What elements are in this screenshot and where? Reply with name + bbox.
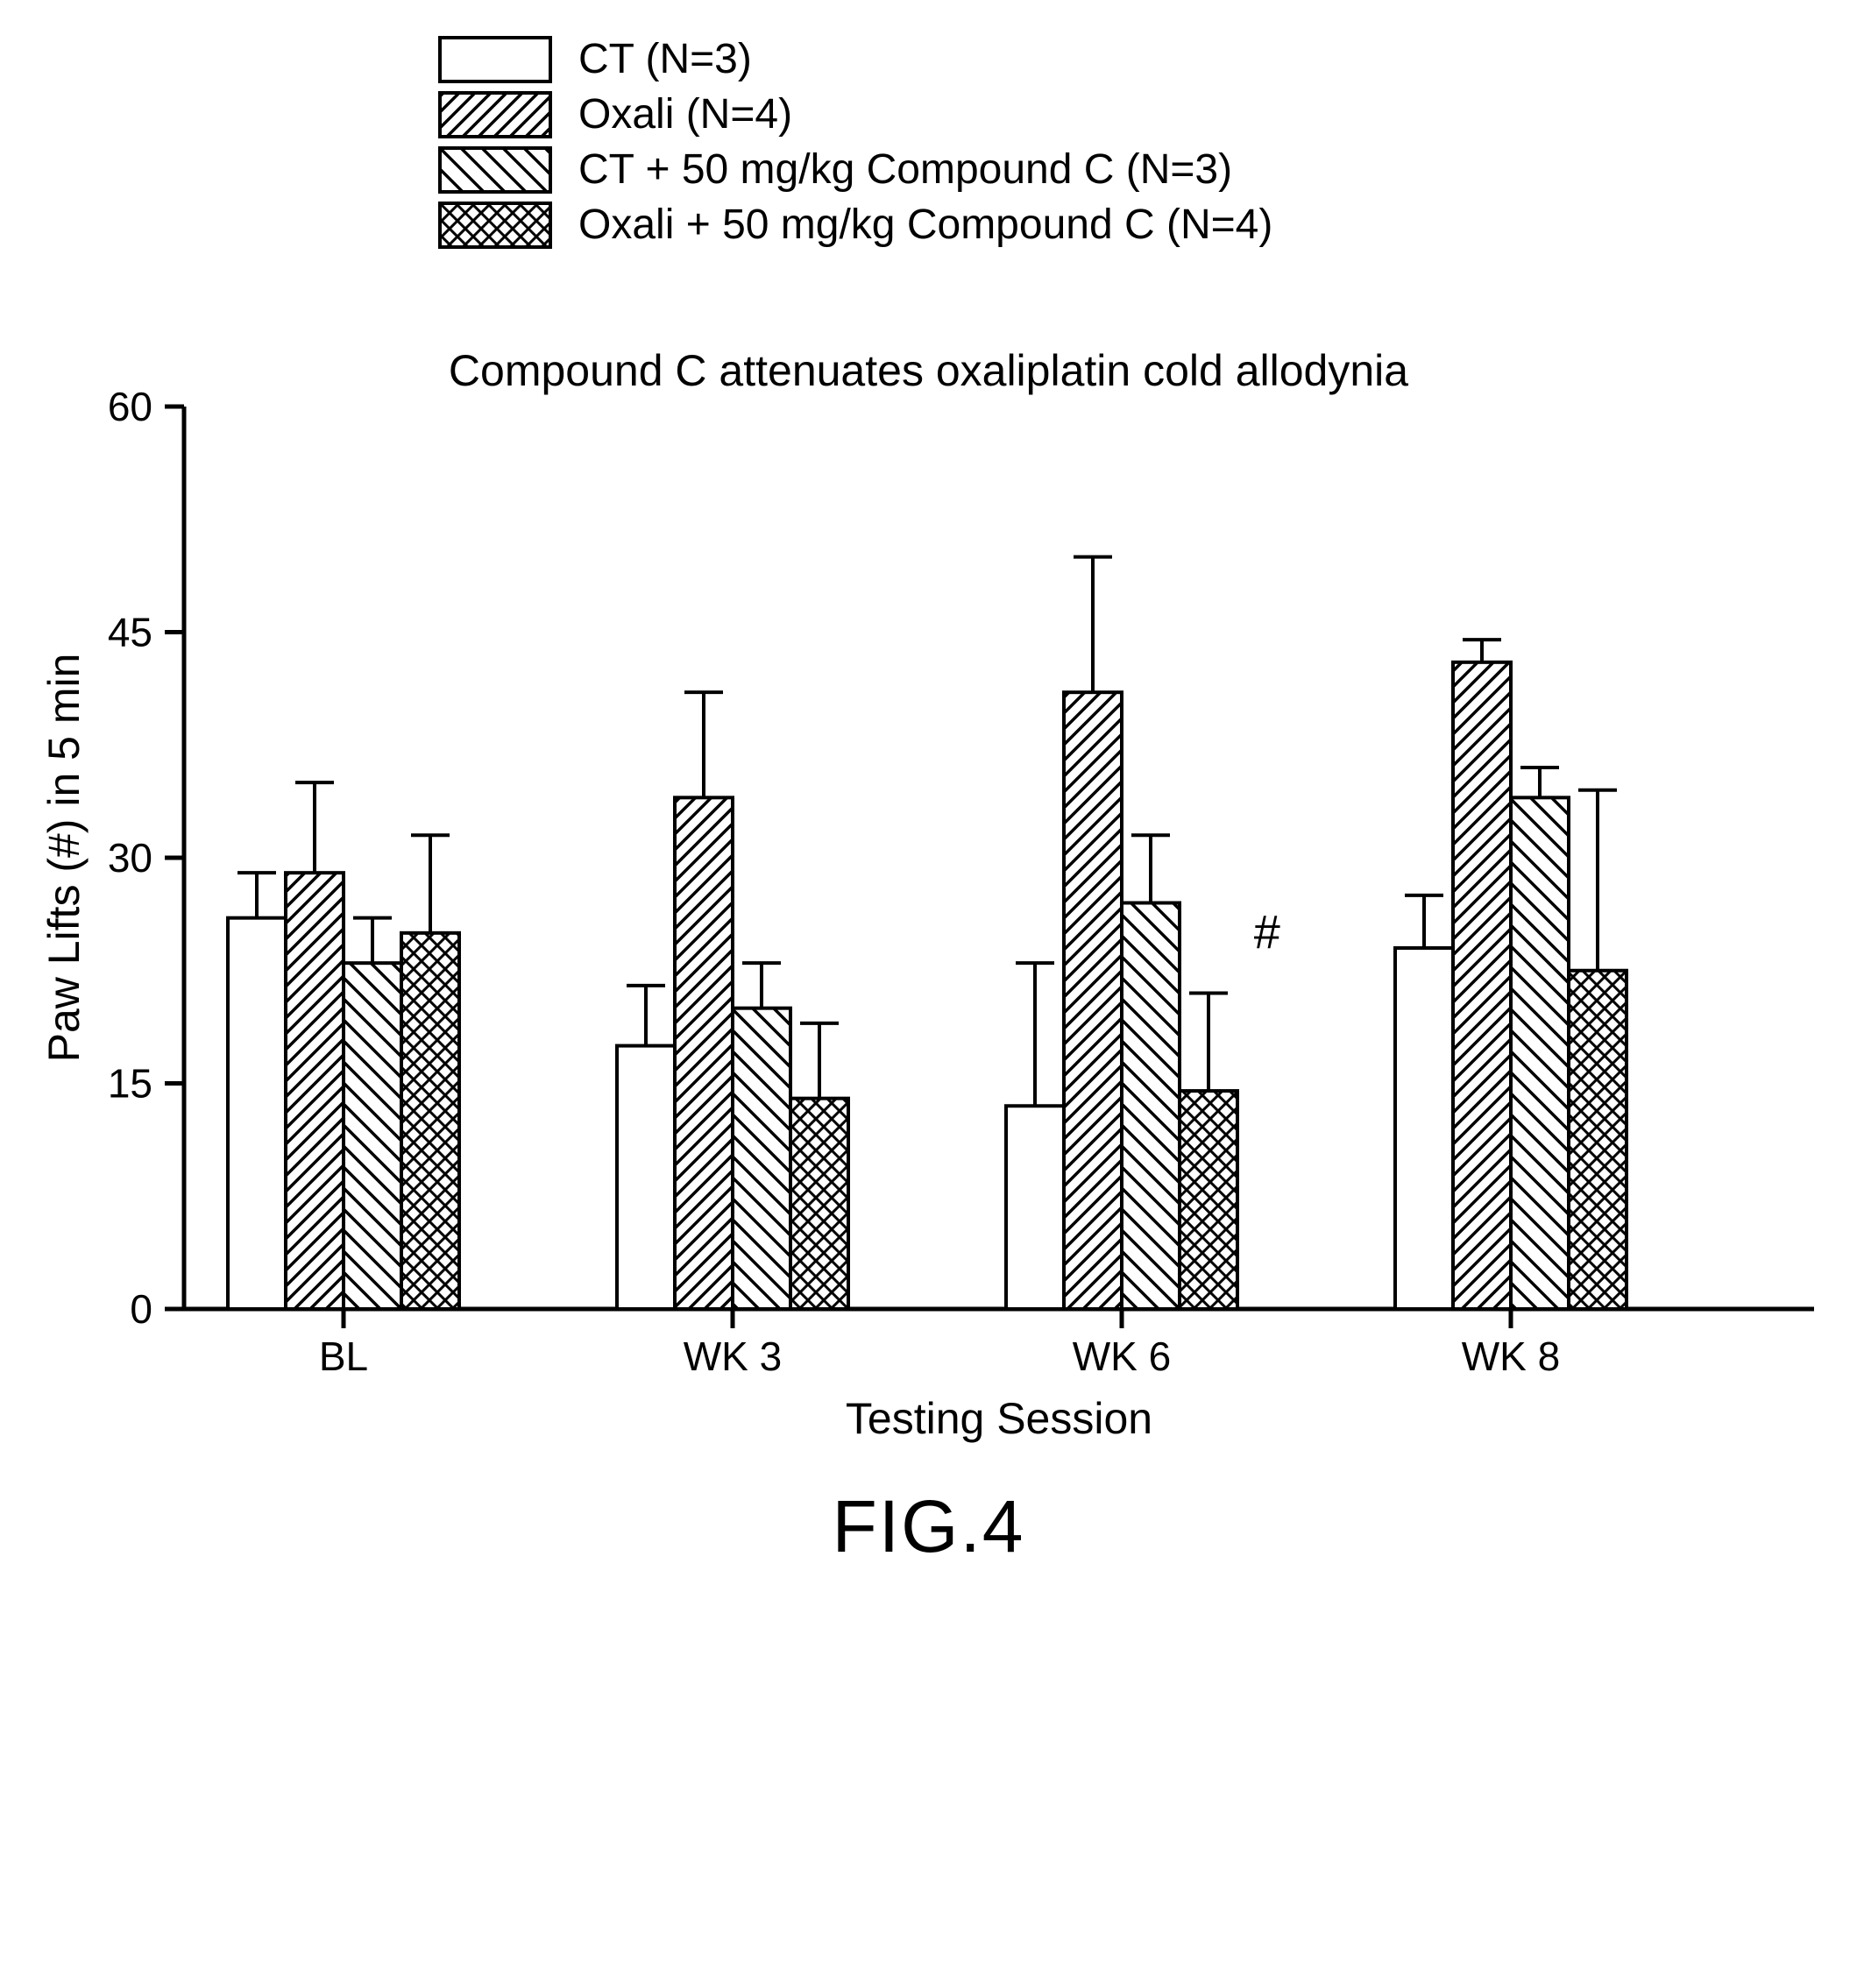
bar xyxy=(1453,662,1511,1309)
y-axis-label: Paw Lifts (#) in 5 min xyxy=(39,654,89,1063)
bar xyxy=(733,1008,790,1309)
chart: Compound C attenuates oxaliplatin cold a… xyxy=(35,354,1822,1449)
chart-svg: 015304560Paw Lifts (#) in 5 minBLWK 3WK … xyxy=(35,354,1823,1458)
y-tick-label: 15 xyxy=(108,1061,152,1107)
bar xyxy=(344,963,401,1309)
bar xyxy=(1511,797,1569,1309)
bar xyxy=(1395,948,1453,1309)
x-axis-label: Testing Session xyxy=(846,1394,1152,1443)
bar xyxy=(1569,971,1627,1309)
legend-item: CT (N=3) xyxy=(438,35,1822,83)
legend-label: Oxali (N=4) xyxy=(578,90,792,138)
legend-swatch xyxy=(438,91,552,138)
figure-label: FIG.4 xyxy=(35,1484,1822,1569)
legend-item: Oxali (N=4) xyxy=(438,90,1822,138)
bar xyxy=(1006,1106,1064,1309)
bar xyxy=(790,1099,848,1309)
bar xyxy=(1180,1091,1237,1309)
legend-label: Oxali + 50 mg/kg Compound C (N=4) xyxy=(578,201,1272,249)
x-tick-label: BL xyxy=(319,1334,368,1379)
legend-item: CT + 50 mg/kg Compound C (N=3) xyxy=(438,145,1822,194)
bar xyxy=(1064,692,1122,1309)
legend-label: CT (N=3) xyxy=(578,35,752,83)
bar xyxy=(1122,903,1180,1310)
y-tick-label: 0 xyxy=(130,1286,152,1332)
chart-title: Compound C attenuates oxaliplatin cold a… xyxy=(35,345,1822,396)
annotation: # xyxy=(1253,906,1280,959)
legend-swatch xyxy=(438,146,552,194)
bar xyxy=(675,797,733,1309)
legend-label: CT + 50 mg/kg Compound C (N=3) xyxy=(578,145,1232,194)
legend-swatch xyxy=(438,36,552,83)
y-tick-label: 30 xyxy=(108,835,152,881)
x-tick-label: WK 8 xyxy=(1462,1334,1560,1379)
bar xyxy=(401,933,459,1309)
figure-container: CT (N=3) Oxali (N=4) CT + 50 mg/ xyxy=(35,35,1822,1569)
x-tick-label: WK 3 xyxy=(684,1334,782,1379)
y-tick-label: 45 xyxy=(108,610,152,655)
x-tick-label: WK 6 xyxy=(1073,1334,1171,1379)
legend-item: Oxali + 50 mg/kg Compound C (N=4) xyxy=(438,201,1822,249)
bar xyxy=(286,873,344,1309)
bar xyxy=(228,918,286,1309)
legend-swatch xyxy=(438,202,552,249)
legend: CT (N=3) Oxali (N=4) CT + 50 mg/ xyxy=(438,35,1822,249)
bar xyxy=(617,1046,675,1309)
